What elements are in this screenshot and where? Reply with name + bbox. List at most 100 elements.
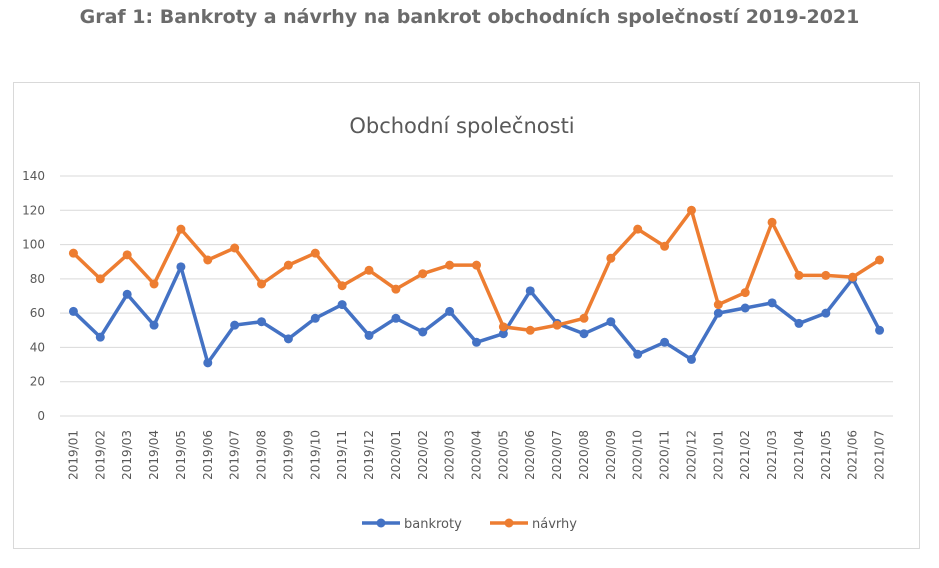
data-point (767, 298, 777, 308)
data-point (875, 255, 885, 265)
x-tick-label: 2019/07 (228, 430, 242, 480)
x-tick-label: 2019/02 (93, 430, 107, 480)
legend-label: bankroty (404, 517, 462, 532)
data-point (203, 255, 213, 265)
x-tick-label: 2020/10 (631, 430, 645, 480)
series-bankroty (68, 262, 885, 368)
data-point (660, 337, 670, 347)
data-point (740, 303, 750, 313)
x-tick-label: 2021/07 (873, 430, 887, 480)
legend: bankroty návrhy (362, 517, 577, 532)
data-point (418, 269, 428, 279)
data-point (794, 318, 804, 328)
data-point (472, 337, 481, 347)
data-point (525, 325, 535, 335)
data-point (149, 320, 159, 330)
series-layer (68, 205, 885, 368)
x-tick-label: 2019/04 (147, 430, 161, 480)
data-point (310, 313, 320, 323)
x-tick-label: 2019/08 (255, 430, 269, 480)
data-point (686, 205, 696, 215)
chart-title: Obchodní společnosti (349, 114, 574, 138)
data-point (176, 262, 186, 272)
data-point (579, 313, 589, 323)
series-navrhy (68, 205, 885, 335)
x-axis-ticks: 2019/01 2019/02 2019/03 2019/04 2019/05 2019/… (66, 430, 886, 480)
data-point (552, 320, 562, 330)
legend-label: návrhy (532, 517, 577, 532)
data-point (445, 306, 455, 316)
data-point (794, 270, 804, 280)
data-point (95, 332, 105, 342)
data-point (633, 349, 643, 359)
data-point (498, 329, 508, 339)
y-tick-label: 20 (30, 375, 45, 389)
x-tick-label: 2020/03 (443, 430, 457, 480)
data-point (821, 308, 831, 318)
data-point (257, 317, 267, 327)
data-point (257, 279, 267, 289)
data-point (848, 272, 858, 282)
x-tick-label: 2021/05 (819, 430, 833, 480)
data-point (122, 250, 132, 260)
x-tick-label: 2020/06 (523, 430, 537, 480)
x-tick-label: 2019/10 (308, 430, 322, 480)
legend-item-navrhy: návrhy (490, 517, 577, 532)
data-point (364, 330, 374, 340)
x-tick-label: 2019/11 (335, 430, 349, 480)
data-point (337, 281, 347, 291)
data-point (122, 289, 132, 299)
data-point (740, 288, 750, 298)
legend-marker (376, 518, 386, 528)
gridlines (60, 175, 893, 417)
x-tick-label: 2019/05 (174, 430, 188, 480)
data-point (283, 334, 293, 344)
legend-item-bankroty: bankroty (362, 517, 462, 532)
x-tick-label: 2019/03 (120, 430, 134, 480)
x-tick-label: 2021/02 (738, 430, 752, 480)
y-tick-label: 140 (22, 169, 45, 183)
data-point (418, 327, 428, 337)
y-tick-label: 100 (22, 238, 45, 252)
x-tick-label: 2020/04 (470, 430, 484, 480)
data-point (364, 265, 374, 275)
data-point (68, 306, 78, 316)
data-point (713, 300, 723, 310)
data-point (821, 270, 831, 280)
data-point (391, 313, 401, 323)
data-point (498, 322, 508, 332)
x-tick-label: 2020/05 (496, 430, 510, 480)
data-point (445, 260, 455, 270)
legend-marker (504, 518, 514, 528)
data-point (230, 320, 240, 330)
data-point (660, 241, 670, 251)
y-tick-label: 120 (22, 203, 45, 217)
y-tick-label: 0 (37, 409, 45, 423)
data-point (767, 217, 777, 227)
data-point (391, 284, 401, 294)
x-tick-label: 2020/12 (684, 430, 698, 480)
y-tick-label: 40 (30, 340, 45, 354)
x-tick-label: 2021/03 (765, 430, 779, 480)
x-tick-label: 2020/08 (577, 430, 591, 480)
y-tick-label: 80 (30, 272, 45, 286)
data-point (203, 358, 213, 368)
data-point (633, 224, 643, 234)
x-tick-label: 2020/02 (416, 430, 430, 480)
x-tick-label: 2020/09 (604, 430, 618, 480)
data-point (176, 224, 186, 234)
data-point (95, 274, 105, 284)
data-point (525, 286, 535, 296)
data-point (606, 253, 616, 263)
data-point (472, 260, 481, 270)
data-point (713, 308, 723, 318)
x-tick-label: 2020/01 (389, 430, 403, 480)
y-axis-ticks: 0 20 40 60 80 100 120 140 (22, 169, 45, 423)
x-tick-label: 2019/09 (281, 430, 295, 480)
page-heading: Graf 1: Bankroty a návrhy na bankrot obc… (79, 6, 860, 28)
x-tick-label: 2019/06 (201, 430, 215, 480)
x-tick-label: 2021/04 (792, 430, 806, 480)
y-tick-label: 60 (30, 306, 45, 320)
x-tick-label: 2019/01 (66, 430, 80, 480)
